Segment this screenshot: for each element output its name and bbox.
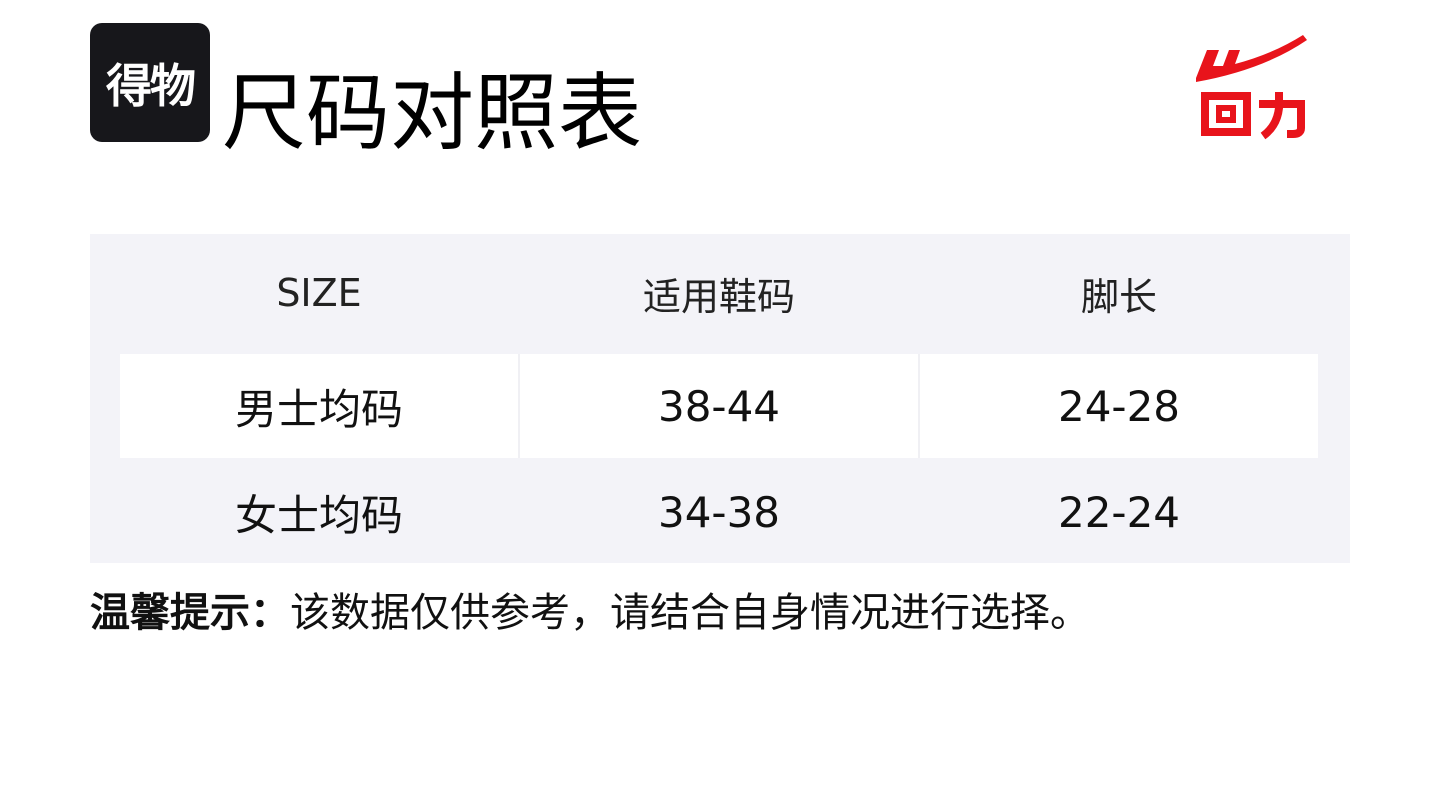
header-foot-length: 脚长 (1080, 274, 1157, 319)
dewu-logo: 得物 (90, 23, 210, 142)
tip-text: 该数据仅供参考，请结合自身情况进行选择。 (290, 590, 1090, 636)
header-shoe-size: 适用鞋码 (642, 274, 795, 319)
tip-note: 温馨提示：该数据仅供参考，请结合自身情况进行选择。 (90, 585, 1090, 641)
huili-logo (1193, 30, 1313, 140)
table-cell: 女士均码 (234, 490, 403, 540)
size-table: SIZE 适用鞋码 脚长 男士均码 38-44 24-28 女士均码 34-38… (90, 234, 1350, 563)
table-cell: 38-44 (520, 354, 920, 458)
header-size: SIZE (276, 271, 362, 315)
table-cell: 男士均码 (120, 354, 520, 458)
dewu-logo-text: 得物 (106, 58, 196, 113)
table-cell: 34-38 (657, 487, 781, 537)
table-cell: 22-24 (1057, 487, 1181, 537)
tip-label: 温馨提示： (90, 590, 290, 636)
page-title: 尺码对照表 (222, 64, 643, 162)
table-cell: 24-28 (920, 354, 1318, 458)
